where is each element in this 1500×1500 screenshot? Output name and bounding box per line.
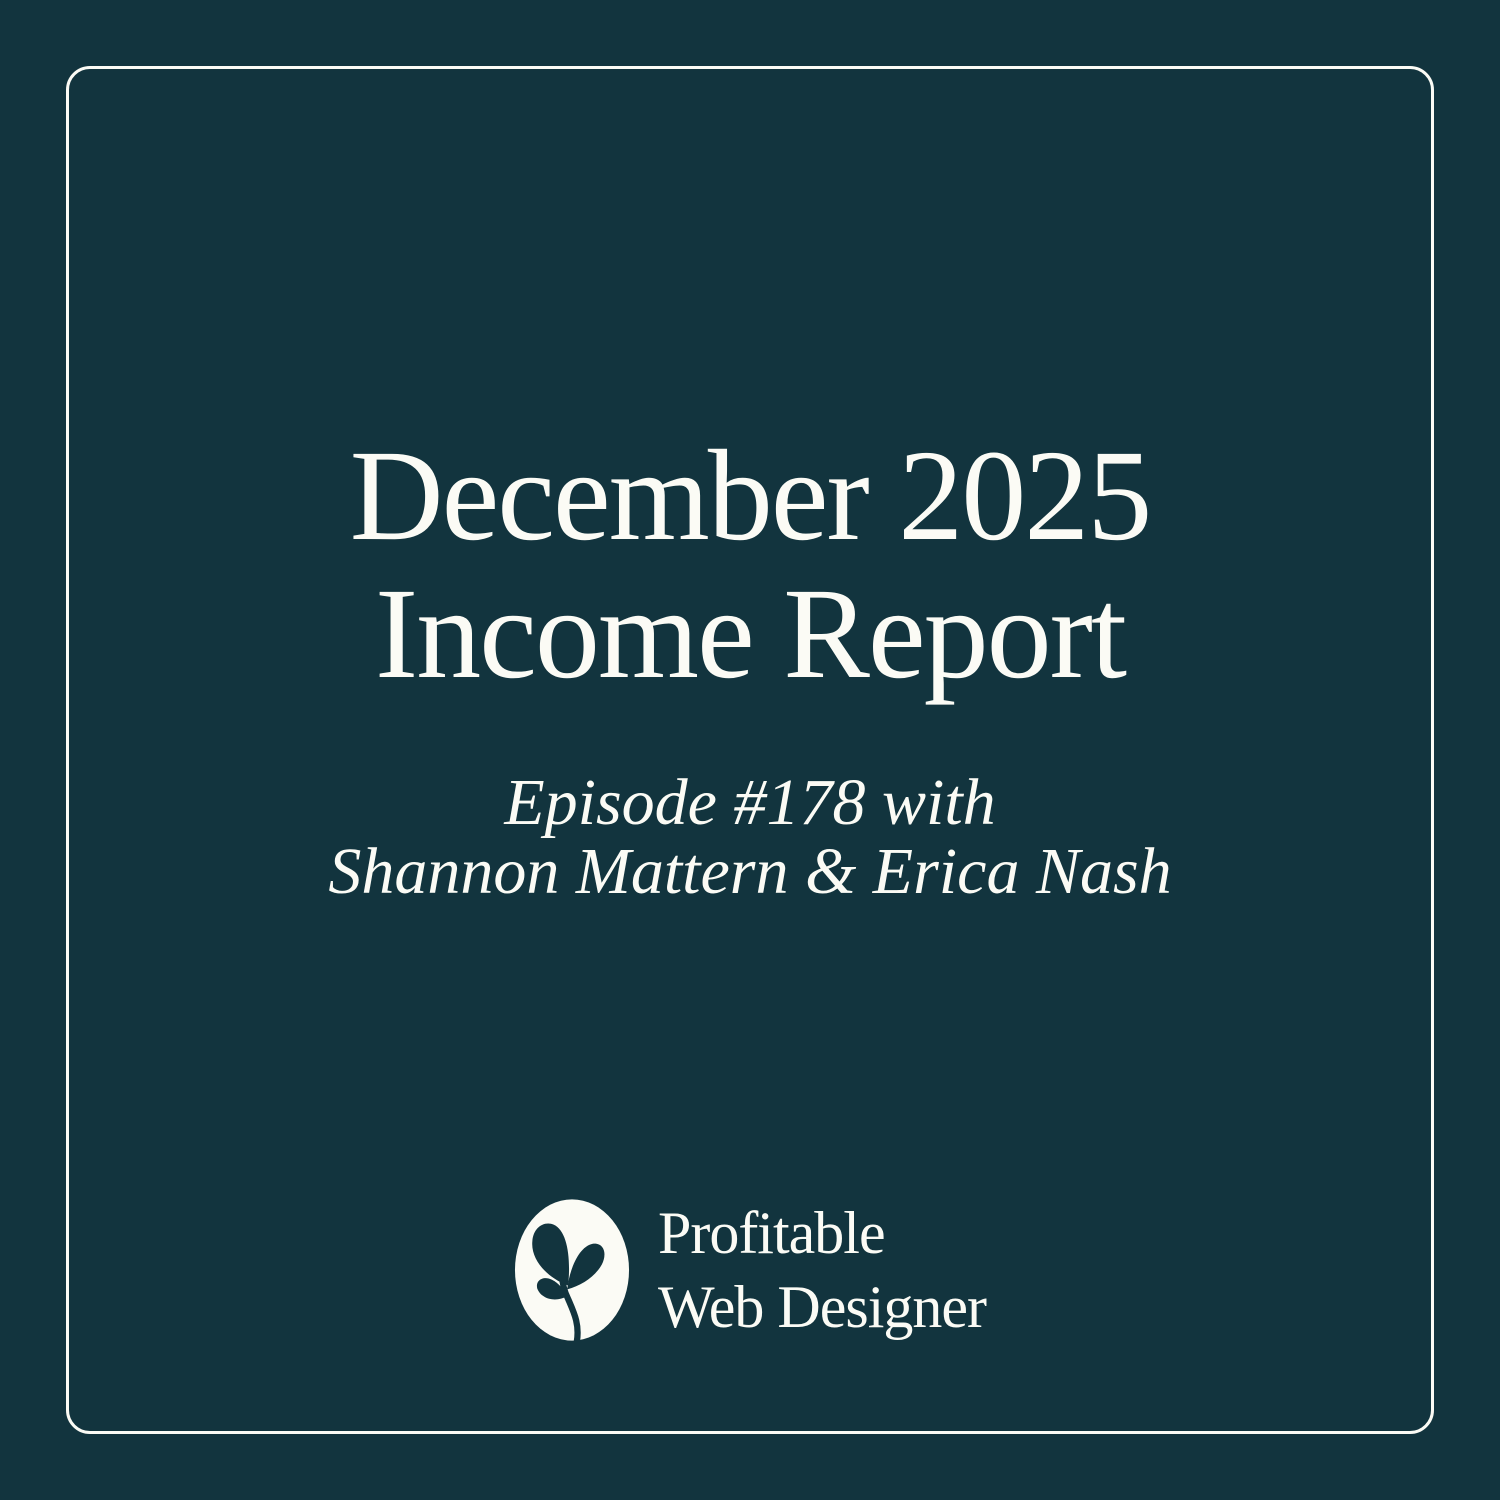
brand-name-line-1: Profitable (657, 1200, 886, 1266)
brand-name: Profitable Web Designer (657, 1196, 987, 1345)
brand-name-line-2: Web Designer (657, 1274, 987, 1341)
sprout-egg-logo-icon (514, 1199, 630, 1344)
brand-lockup: Profitable Web Designer (0, 1196, 1500, 1345)
episode-title: December 2025 Income Report (0, 427, 1500, 706)
subtitle-line-1: Episode #178 with (504, 766, 996, 839)
title-line-2: Income Report (374, 561, 1127, 706)
episode-subtitle: Episode #178 with Shannon Mattern & Eric… (0, 768, 1500, 907)
title-line-1: December 2025 (349, 424, 1153, 568)
subtitle-line-2: Shannon Mattern & Erica Nash (328, 835, 1172, 909)
